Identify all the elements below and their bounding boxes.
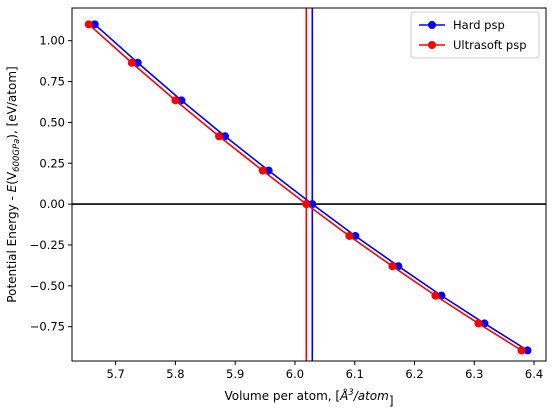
y-axis-title-part: E	[5, 184, 19, 192]
plot-frame	[71, 7, 547, 362]
legend-item-0: Hard psp	[419, 18, 505, 32]
y-axis-ticks: −0.75 −0.50 −0.25 0.00 0.25 0.50 0.75 1.00	[30, 34, 72, 334]
x-axis-title-part: Volume per atom, [	[224, 389, 340, 403]
x-tick-label: 6.3	[465, 367, 483, 381]
data-point	[302, 200, 311, 209]
y-tick-label: −0.25	[30, 238, 65, 252]
x-tick-label: 5.8	[166, 367, 184, 381]
x-axis-title-part: Å	[339, 388, 348, 403]
x-tick-label: 5.7	[106, 367, 124, 381]
legend-item-1: Ultrasoft psp	[419, 38, 527, 52]
data-point	[90, 20, 99, 29]
legend: Hard psp Ultrasoft psp	[410, 11, 540, 59]
legend-label: Ultrasoft psp	[453, 38, 527, 52]
x-tick-label: 6.0	[286, 367, 304, 381]
y-tick-label: −0.50	[30, 279, 65, 293]
y-tick-label: 1.00	[39, 34, 65, 48]
y-axis-title-part: ), [eV/atom]	[5, 66, 19, 138]
x-axis-title-part: atom	[358, 389, 389, 403]
x-tick-label: 5.9	[226, 367, 244, 381]
data-point	[345, 231, 354, 240]
y-axis-title: Potential Energy - E(V600GPa), [eV/atom]	[5, 66, 22, 302]
legend-marker	[428, 21, 436, 29]
data-point	[221, 132, 230, 141]
x-axis-title-part: 3	[348, 388, 353, 398]
y-tick-label: 0.00	[39, 197, 65, 211]
x-axis-title-part: /	[353, 389, 360, 403]
y-tick-label: −0.75	[30, 320, 65, 334]
data-point	[84, 20, 93, 29]
series-layer	[84, 20, 532, 355]
data-point	[431, 291, 440, 300]
x-axis-title: Volume per atom, [Å3/atom]	[224, 388, 393, 408]
data-point	[133, 58, 142, 67]
y-axis-title-part: 600GPa	[12, 139, 22, 172]
y-axis-title-part: Potential Energy -	[5, 192, 19, 302]
data-point	[171, 96, 180, 105]
y-axis-title-part: (V	[5, 171, 19, 185]
data-point	[258, 166, 267, 175]
x-axis-title-part: ]	[389, 394, 394, 408]
data-point	[215, 132, 224, 141]
y-tick-label: 0.50	[39, 115, 65, 129]
data-point	[474, 319, 483, 328]
data-point	[388, 262, 397, 271]
y-tick-label: 0.75	[39, 75, 65, 89]
legend-box	[410, 11, 540, 59]
x-tick-label: 6.1	[346, 367, 364, 381]
legend-marker	[428, 41, 436, 49]
data-point	[177, 96, 186, 105]
data-point	[523, 346, 532, 355]
x-tick-label: 6.2	[405, 367, 423, 381]
data-point	[517, 346, 526, 355]
y-tick-label: 0.25	[39, 156, 65, 170]
x-axis-ticks: 5.7 5.8 5.9 6.0 6.1 6.2 6.3 6.4	[106, 361, 543, 381]
x-tick-label: 6.4	[525, 367, 543, 381]
series-1	[84, 20, 526, 355]
data-point	[127, 58, 136, 67]
data-point	[264, 166, 273, 175]
legend-label: Hard psp	[453, 18, 505, 32]
